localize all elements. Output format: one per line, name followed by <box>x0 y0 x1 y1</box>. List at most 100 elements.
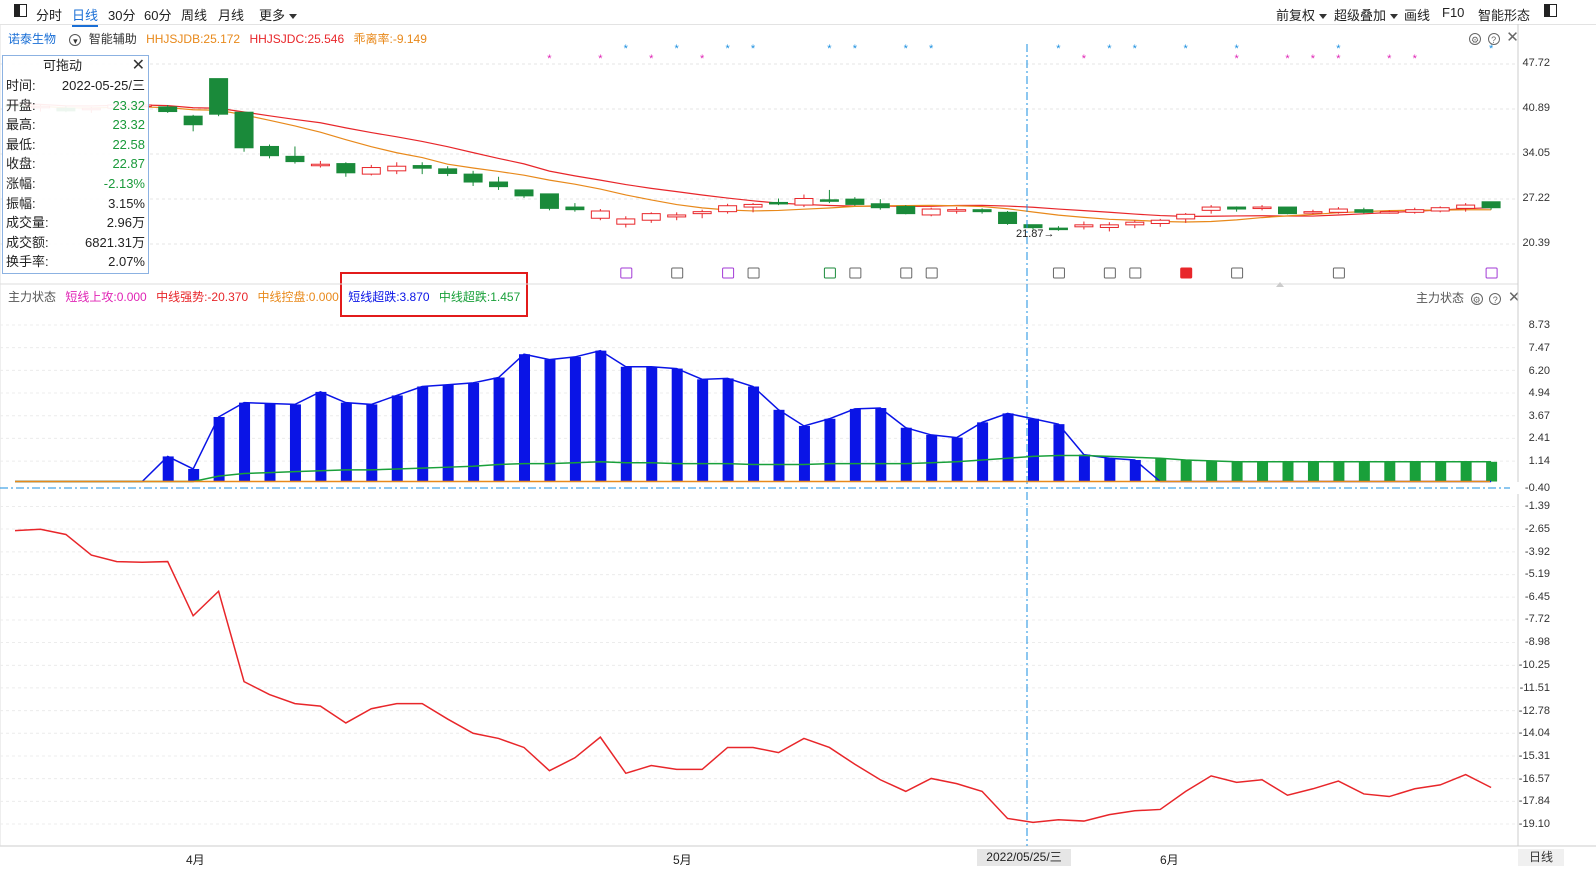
help-icon[interactable]: ? <box>1489 292 1502 305</box>
y-tick-label: -19.10 <box>1518 818 1550 830</box>
info-value: 3.15% <box>108 195 145 211</box>
crosshair-date-tag: 2022/05/25/三 <box>977 849 1071 866</box>
info-value: 23.32 <box>112 97 145 113</box>
stock-name[interactable]: 诺泰生物 <box>8 32 57 46</box>
y-tick-label: -0.40 <box>1510 482 1550 494</box>
x-label-june: 6月 <box>1160 853 1179 867</box>
tab-monthly[interactable]: 月线 <box>218 8 245 23</box>
signal-star: * <box>675 43 680 55</box>
y-tick-label: -8.98 <box>1524 636 1550 648</box>
green-bar <box>1409 461 1421 482</box>
info-row: 最高: 23.32 <box>3 115 148 135</box>
blue-bar <box>366 404 378 482</box>
signal-star: * <box>1107 43 1112 55</box>
candle-body <box>412 165 432 169</box>
settings-icon[interactable]: ⚙ <box>1469 32 1481 45</box>
info-box-title: 可拖动 <box>43 58 83 73</box>
candle-body <box>539 193 559 209</box>
period-label[interactable]: 日线 <box>1518 849 1564 866</box>
signal-star: * <box>1234 53 1239 65</box>
info-box-header[interactable]: 可拖动 ✕ <box>3 56 148 76</box>
blue-bar <box>289 404 301 482</box>
green-bar <box>1358 461 1370 482</box>
f10-button[interactable]: F10 <box>1442 5 1465 20</box>
y-tick-label: 8.73 <box>1528 319 1550 331</box>
candle-body <box>514 189 534 197</box>
x-label-may: 5月 <box>673 853 692 867</box>
signal-star: * <box>904 43 909 55</box>
info-row: 时间: 2022-05-25/三 <box>3 76 148 96</box>
crosshair-info-box[interactable]: 可拖动 ✕ 时间: 2022-05-25/三 开盘: 23.32 最高: 23.32 最低:… <box>2 55 149 274</box>
signal-star: * <box>1234 43 1239 55</box>
candle-body <box>1150 219 1170 225</box>
signal-star: * <box>1082 53 1087 65</box>
info-row: 开盘: 23.32 <box>3 96 148 116</box>
blue-bar <box>977 422 989 482</box>
indicator-short-oversold: 短线超跌:3.870 <box>348 290 430 304</box>
green-bar <box>1333 461 1345 482</box>
more-menu[interactable]: 更多 <box>259 5 298 24</box>
blue-bar <box>264 403 276 482</box>
blue-bar <box>773 409 785 482</box>
candle-body <box>387 165 407 172</box>
main-panel-controls: ⚙ ? ✕ <box>1466 28 1519 46</box>
overlay-menu[interactable]: 超级叠加 <box>1334 5 1399 24</box>
settings-icon[interactable]: ⚙ <box>1470 292 1483 305</box>
blue-bar <box>748 386 760 482</box>
blue-bar <box>824 418 836 482</box>
info-row: 成交量: 2.96万 <box>3 213 148 233</box>
close-icon[interactable]: ✕ <box>131 57 145 74</box>
sub-title: 主力状态 <box>8 290 57 304</box>
tab-60min[interactable]: 60分 <box>144 8 172 23</box>
event-icon <box>1332 267 1345 279</box>
candle-body <box>565 206 585 211</box>
info-key: 时间: <box>6 78 36 93</box>
blue-bar <box>1129 460 1141 482</box>
tab-fenshi[interactable]: 分时 <box>36 8 63 23</box>
panel-toggle-icon[interactable] <box>1544 4 1557 17</box>
event-icon <box>1485 267 1498 279</box>
tab-daily[interactable]: 日线 <box>72 5 99 27</box>
candle-body <box>947 209 967 212</box>
info-key: 开盘: <box>6 97 36 113</box>
signal-star: * <box>827 43 832 55</box>
green-bar <box>1460 461 1472 482</box>
signal-star: * <box>929 43 934 55</box>
top-toolbar: 分时 日线 30分 60分 周线 月线 更多 前复权 超级叠加 画线 F10 智… <box>0 0 1596 27</box>
blue-bar <box>620 366 632 482</box>
blue-bar <box>875 408 887 482</box>
blue-bar <box>1078 454 1090 482</box>
sidebar-toggle-icon[interactable] <box>14 4 27 17</box>
scroll-marker <box>1276 282 1284 287</box>
indicator-hhjsjdb: HHJSJDB:25.172 <box>146 32 241 46</box>
close-icon[interactable]: ✕ <box>1506 29 1519 46</box>
smart-pattern-button[interactable]: 智能形态 <box>1478 8 1531 23</box>
y-tick-label: -10.25 <box>1518 659 1550 671</box>
candle-body <box>1074 224 1094 228</box>
candle-body <box>1481 201 1501 209</box>
candle-body <box>870 203 890 209</box>
dropdown-icon[interactable]: ▾ <box>69 33 82 46</box>
y-tick-label: -15.31 <box>1518 750 1550 762</box>
signal-star: * <box>1311 53 1316 65</box>
main-info-line: 诺泰生物 ▾ 智能辅助 HHJSJDB:25.172 HHJSJDC:25.54… <box>8 30 427 47</box>
blue-bar <box>340 402 352 482</box>
blue-bar <box>417 386 429 482</box>
y-tick-label: 2.41 <box>1528 432 1550 444</box>
signal-star: * <box>598 53 603 65</box>
help-icon[interactable]: ? <box>1487 32 1500 45</box>
assist-label[interactable]: 智能辅助 <box>88 32 137 46</box>
draw-line-button[interactable]: 画线 <box>1404 8 1431 23</box>
tab-weekly[interactable]: 周线 <box>181 8 208 23</box>
signal-star: * <box>1387 53 1392 65</box>
blue-bar <box>671 368 683 482</box>
signal-star: * <box>547 53 552 65</box>
event-icon <box>1129 267 1142 279</box>
fuquan-menu[interactable]: 前复权 <box>1276 5 1328 24</box>
tab-30min[interactable]: 30分 <box>108 8 136 23</box>
candle-body <box>260 145 279 157</box>
fuquan-label: 前复权 <box>1276 8 1316 23</box>
y-tick-label: -6.45 <box>1524 591 1550 603</box>
close-icon[interactable]: ✕ <box>1507 289 1521 306</box>
